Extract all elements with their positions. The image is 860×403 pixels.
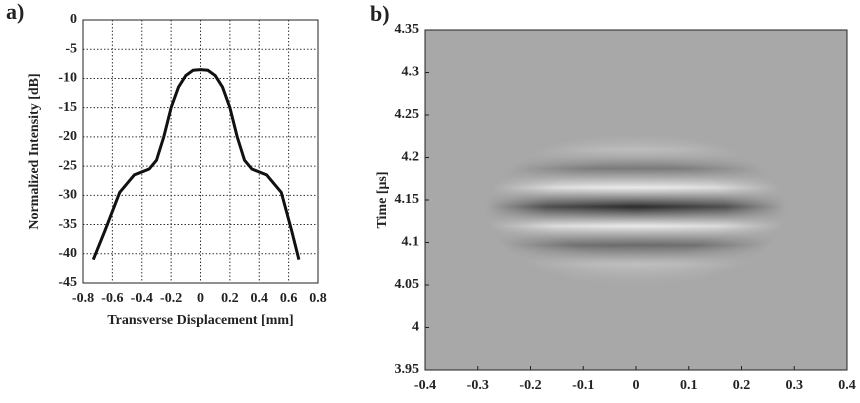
y-tick-label: 4.15 [395,192,420,207]
y-tick-label: 4.05 [395,277,420,292]
panel-label: b) [370,1,390,26]
x-tick-label: -0.2 [160,291,182,306]
y-tick-label: -45 [58,275,77,290]
plot-frame [424,29,848,371]
x-tick-label: -0.3 [467,378,489,393]
y-tick-label: -10 [58,71,77,86]
x-tick-label: -0.2 [519,378,541,393]
plot-frame [82,19,319,284]
y-tick-label: -30 [58,188,77,203]
y-tick-label: 4.1 [402,235,420,250]
x-tick-label: 0.1 [680,378,698,393]
y-tick-label: 0 [70,12,77,27]
y-tick-label: 4.3 [402,65,420,80]
y-tick-label: -20 [58,129,77,144]
x-tick-label: 0 [197,291,204,306]
y-tick-label: -35 [58,217,77,232]
x-tick-label: -0.4 [131,291,153,306]
y-tick-label: -25 [58,158,77,173]
fringe-pattern [486,130,786,290]
x-tick-label: -0.8 [72,291,94,306]
x-tick-label: -0.6 [101,291,123,306]
x-tick-label: 0.2 [221,291,239,306]
x-tick-label: 0.4 [838,378,856,393]
y-tick-label: 4 [412,320,419,335]
x-tick-label: -0.1 [572,378,594,393]
y-tick-label: -5 [65,41,77,56]
y-tick-label: -40 [58,246,77,261]
x-tick-label: 0.8 [309,291,327,306]
y-axis-label: Time [μs] [375,171,390,228]
x-axis-label: Transverse Displacement [mm] [107,313,293,328]
panel-label: a) [6,0,24,24]
y-tick-label: 4.35 [395,22,420,37]
x-tick-label: 0 [633,378,640,393]
x-tick-label: 0.4 [251,291,269,306]
y-tick-label: -15 [58,100,77,115]
y-tick-label: 4.2 [402,150,420,165]
x-tick-label: 0.6 [280,291,298,306]
x-tick-label: 0.2 [733,378,751,393]
intensity-line [91,68,301,261]
y-tick-label: 3.95 [395,362,420,377]
x-tick-label: -0.4 [414,378,436,393]
y-tick-label: 4.25 [395,107,420,122]
x-tick-label: 0.3 [786,378,804,393]
y-axis-label: Normalized Intensity [dB] [27,73,42,229]
